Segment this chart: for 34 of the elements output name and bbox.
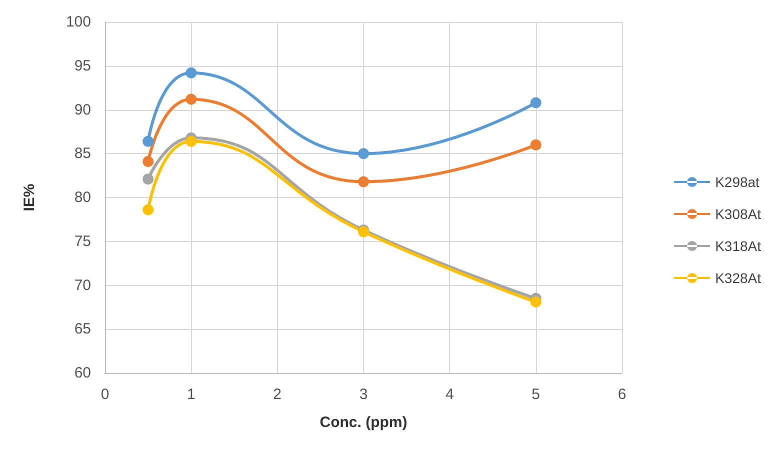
x-tick-label: 2 bbox=[273, 386, 282, 403]
point bbox=[186, 136, 197, 147]
point bbox=[530, 296, 542, 308]
x-tick-label: 3 bbox=[359, 386, 368, 403]
x-axis-title: Conc. (ppm) bbox=[320, 414, 408, 431]
y-tick-label: 65 bbox=[74, 320, 91, 338]
y-tick-label: 100 bbox=[66, 14, 91, 30]
x-tick-label: 1 bbox=[186, 386, 196, 403]
y-tick-label: 70 bbox=[74, 276, 91, 294]
y-tick-label: 80 bbox=[74, 189, 91, 206]
x-tick-label: 4 bbox=[445, 386, 454, 403]
point bbox=[530, 139, 542, 150]
point bbox=[358, 148, 369, 160]
y-tick-label: 60 bbox=[74, 364, 91, 382]
point bbox=[530, 97, 542, 108]
legend-label: K318At bbox=[715, 238, 762, 254]
point bbox=[358, 176, 369, 188]
y-tick-label: 95 bbox=[74, 57, 91, 74]
point bbox=[142, 204, 154, 216]
point bbox=[142, 174, 154, 185]
point bbox=[142, 156, 154, 168]
y-tick-label: 90 bbox=[74, 101, 91, 118]
y-tick-label: 85 bbox=[74, 145, 91, 162]
x-tick-label: 6 bbox=[618, 386, 626, 403]
y-tick-label: 75 bbox=[74, 232, 91, 250]
x-tick-label: 5 bbox=[532, 386, 540, 403]
legend-label: K308At bbox=[715, 206, 762, 222]
point bbox=[142, 136, 154, 147]
x-tick-label: 0 bbox=[100, 386, 110, 403]
legend-label: K298at bbox=[715, 174, 760, 190]
y-axis-title: IE% bbox=[21, 184, 38, 212]
legend-label: K328At bbox=[715, 270, 762, 286]
point bbox=[186, 67, 197, 78]
point bbox=[186, 94, 197, 105]
